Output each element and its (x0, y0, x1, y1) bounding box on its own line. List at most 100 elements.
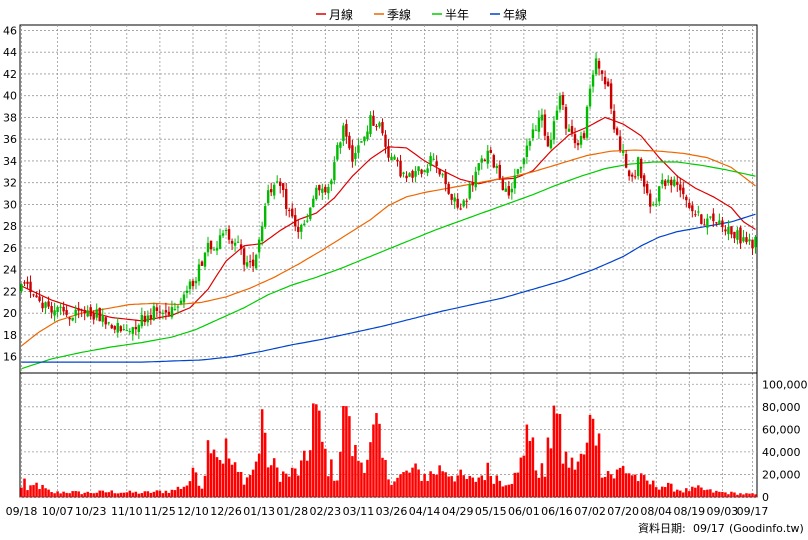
x-tick-15: 06/01 (508, 505, 540, 518)
data-source: (Goodinfo.tw) (729, 522, 804, 535)
volume-bar (621, 465, 625, 497)
volume-bar (32, 485, 35, 497)
candle-body (673, 179, 676, 186)
candle-body (86, 310, 89, 317)
candle-body (537, 117, 541, 132)
volume-bar (636, 481, 640, 497)
volume-bar (251, 469, 255, 497)
volume-bars (20, 403, 757, 497)
volume-bar (513, 472, 517, 497)
candle-body (50, 306, 53, 313)
candle-body (652, 204, 655, 206)
volume-bar (697, 485, 700, 497)
volume-bar (688, 491, 691, 497)
volume-bar (53, 493, 56, 497)
price-axis: 16 18 20 22 24 26 28 30 32 34 36 38 40 42 44 46 (3, 24, 17, 363)
candle-body (176, 306, 180, 308)
candle-body (218, 235, 222, 249)
volume-bar (402, 472, 405, 497)
candle-body (432, 158, 435, 160)
volume-bar (272, 458, 276, 497)
candle-body (658, 186, 661, 202)
x-tick-12: 04/14 (409, 505, 441, 518)
candle-body (745, 237, 748, 243)
volume-bar (29, 485, 32, 497)
data-date-value: 09/17 (693, 522, 725, 535)
candle-body (360, 141, 363, 143)
candle-body (306, 220, 309, 222)
price-tick-22: 22 (3, 285, 17, 298)
volume-bar (236, 471, 240, 497)
volume-bar (576, 461, 580, 497)
candle-body (221, 233, 225, 236)
volume-bar (573, 469, 577, 497)
volume-bar (56, 491, 59, 497)
volume-bar (113, 493, 117, 497)
volume-bar (366, 459, 369, 497)
candle-body (588, 88, 592, 107)
volume-bar (200, 488, 204, 497)
candle-body (447, 183, 450, 194)
volume-bar (495, 475, 499, 497)
candle-body (456, 198, 459, 208)
volume-bar (612, 478, 616, 497)
volume-bar (486, 462, 490, 497)
candle-body (676, 181, 679, 185)
ma-line-3 (21, 213, 756, 363)
volume-bar (645, 480, 649, 497)
candle-body (134, 327, 138, 330)
candle-body (465, 200, 468, 202)
volume-tick-5: 100,000 (762, 378, 808, 391)
candle-body (62, 306, 65, 312)
candle-body (664, 180, 667, 186)
volume-bar (119, 492, 123, 497)
volume-bar (47, 489, 50, 497)
candle-body (495, 165, 498, 168)
volume-bar (748, 493, 751, 497)
volume-bar (372, 424, 375, 497)
volume-bar (438, 465, 441, 497)
candle-body (402, 172, 405, 174)
candle-body (459, 208, 462, 210)
candle-body (312, 198, 315, 207)
candle-body (390, 156, 393, 161)
candle-body (95, 309, 98, 318)
volume-bar (128, 490, 132, 497)
candle-body (71, 317, 74, 321)
candle-body (438, 168, 441, 175)
volume-bar (405, 470, 408, 497)
candle-body (685, 196, 688, 201)
volume-bar (357, 460, 360, 497)
volume-bar (673, 491, 676, 497)
volume-bar (35, 482, 38, 497)
candle-body (155, 307, 159, 311)
volume-bar (281, 471, 285, 497)
candle-body (573, 134, 577, 144)
volume-bar (206, 440, 210, 497)
x-tick-0: 09/18 (6, 505, 38, 518)
volume-bar (287, 476, 291, 497)
volume-bar (507, 484, 511, 497)
volume-bar (642, 475, 646, 497)
volume-bar (447, 476, 450, 497)
candle-body (230, 240, 234, 244)
x-tick-13: 04/29 (442, 505, 474, 518)
volume-bar (456, 475, 459, 497)
volume-bar (86, 491, 89, 497)
volume-bar (65, 492, 68, 497)
volume-bar (519, 457, 523, 497)
volume-bar (95, 492, 98, 497)
volume-bar (483, 480, 487, 497)
candle-body (639, 158, 643, 179)
candle-body (119, 326, 122, 332)
candle-body (354, 153, 357, 159)
candle-body (661, 179, 664, 185)
candle-body (694, 214, 697, 216)
candle-body (426, 168, 429, 173)
ma-line-1 (21, 149, 756, 347)
volume-bar (354, 444, 357, 497)
volume-bar (441, 471, 444, 497)
volume-bar (173, 490, 177, 497)
volume-bar (170, 489, 174, 497)
candle-body (209, 240, 213, 250)
